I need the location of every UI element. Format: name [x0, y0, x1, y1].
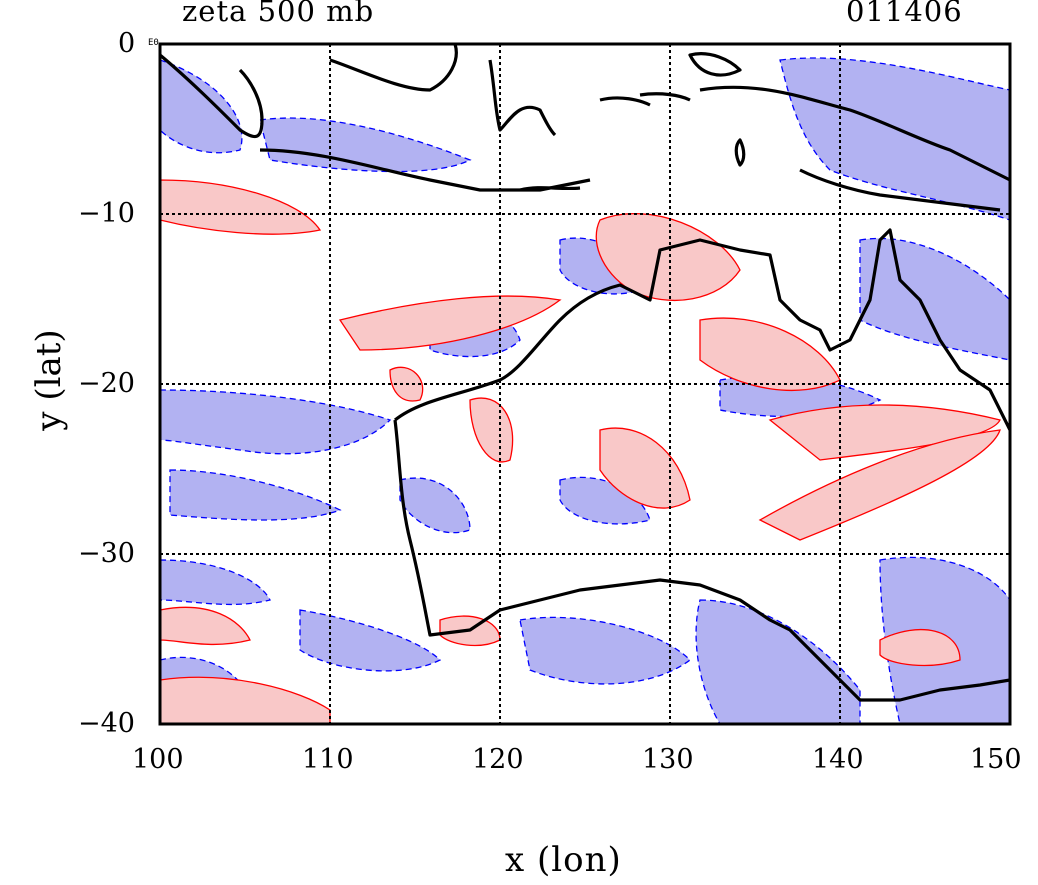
coast-australia	[394, 228, 1010, 431]
x-tick-label: 140	[812, 744, 864, 775]
y-tick-label: −20	[78, 368, 135, 399]
grid-lines	[160, 44, 1010, 724]
coast-new-guinea	[699, 85, 1010, 182]
field-title: zeta 500 mb	[182, 0, 375, 28]
x-tick-label: 110	[302, 744, 354, 775]
y-tick-label: −10	[78, 198, 135, 229]
y-tick-label: 0	[118, 28, 136, 59]
y-tick-label: −30	[78, 538, 135, 569]
coastlines	[160, 44, 1010, 702]
corner-label: E0	[148, 38, 159, 48]
x-axis-label: x (lon)	[505, 840, 622, 880]
x-tick-label: 130	[642, 744, 694, 775]
coast-new-guinea-s	[799, 168, 1001, 212]
date-code: 011406	[846, 0, 963, 28]
coast-sumatra	[160, 53, 264, 139]
coast-australia-south	[393, 419, 1010, 702]
coast-java	[259, 148, 591, 192]
x-tick-label: 100	[132, 744, 184, 775]
positive-vorticity-areas	[160, 179, 1001, 724]
x-tick-label: 120	[472, 744, 524, 775]
coast-sulawesi	[488, 59, 557, 137]
y-axis-label: y (lat)	[29, 329, 69, 431]
plot-frame	[158, 42, 1012, 726]
y-tick-label: −40	[78, 708, 135, 739]
coast-borneo	[329, 44, 458, 92]
x-tick-label: 150	[970, 744, 1022, 775]
